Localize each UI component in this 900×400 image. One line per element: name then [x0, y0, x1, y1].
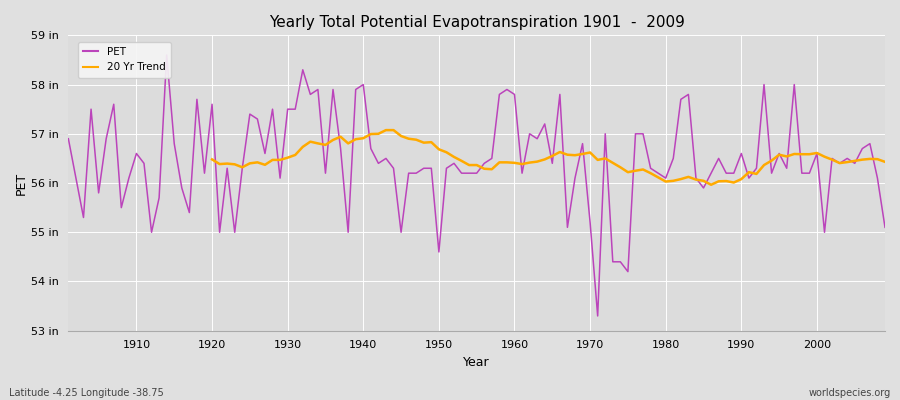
X-axis label: Year: Year [464, 356, 490, 369]
Y-axis label: PET: PET [15, 172, 28, 194]
Text: worldspecies.org: worldspecies.org [809, 388, 891, 398]
Title: Yearly Total Potential Evapotranspiration 1901  -  2009: Yearly Total Potential Evapotranspiratio… [269, 15, 685, 30]
Legend: PET, 20 Yr Trend: PET, 20 Yr Trend [77, 42, 171, 78]
Text: Latitude -4.25 Longitude -38.75: Latitude -4.25 Longitude -38.75 [9, 388, 164, 398]
